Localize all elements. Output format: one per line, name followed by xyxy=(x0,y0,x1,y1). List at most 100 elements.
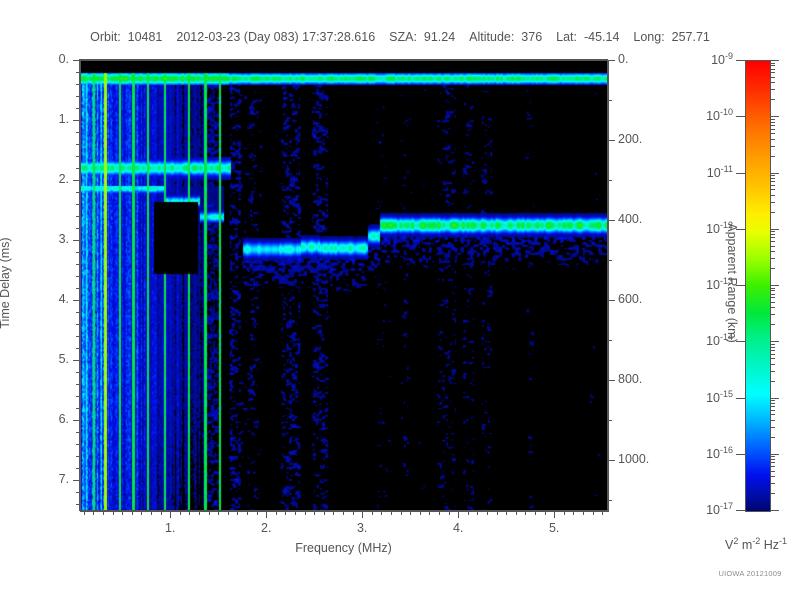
header-field: Altitude: 376 xyxy=(469,30,542,44)
x-axis-minor-tick xyxy=(228,511,229,515)
colorbar-minor-tick xyxy=(770,347,775,348)
colorbar-tick-label: 10-10 xyxy=(673,107,733,123)
colorbar-tick-label: 10-11 xyxy=(673,164,733,180)
y-axis-line xyxy=(79,59,80,511)
y-axis-minor-tick xyxy=(76,132,80,133)
y-axis-minor-tick xyxy=(76,372,80,373)
x-axis-minor-tick xyxy=(189,511,190,515)
x-axis-minor-tick xyxy=(525,511,526,515)
colorbar-tick-exponent: -16 xyxy=(719,444,733,455)
x-axis-minor-tick xyxy=(506,511,507,515)
y2-axis-tick-label: 600. xyxy=(618,292,643,307)
y-axis-major-tick xyxy=(73,480,80,481)
y-axis-major-tick xyxy=(73,60,80,61)
colorbar-tick-exponent: -9 xyxy=(724,51,733,61)
y-axis-minor-tick xyxy=(76,108,80,109)
x-axis-title: Frequency (MHz) xyxy=(295,541,392,555)
colorbar-tick-label: 10-14 xyxy=(673,332,733,348)
colorbar-minor-tick xyxy=(770,202,775,203)
colorbar-minor-tick xyxy=(770,99,775,100)
x-axis-minor-tick xyxy=(305,511,306,515)
y-axis-minor-tick xyxy=(76,216,80,217)
colorbar-units-label: V2 m-2 Hz-1 xyxy=(700,536,800,552)
y-axis-tick-label: 7. xyxy=(58,472,69,486)
colorbar-minor-tick xyxy=(770,354,775,355)
y-axis-minor-tick xyxy=(76,408,80,409)
header-field-label: SZA: xyxy=(389,30,424,44)
colorbar-units-exponent: -1 xyxy=(779,536,788,546)
colorbar-tick-exponent: -12 xyxy=(719,219,733,230)
x-axis-minor-tick xyxy=(516,511,517,515)
colorbar-minor-tick xyxy=(770,314,775,315)
y-axis-minor-tick xyxy=(76,168,80,169)
y2-axis-major-tick xyxy=(608,460,615,461)
x-axis-minor-tick xyxy=(372,511,373,515)
y-axis-minor-tick xyxy=(76,396,80,397)
y-axis-major-tick xyxy=(73,240,80,241)
colorbar-minor-tick xyxy=(770,63,775,64)
colorbar-minor-tick xyxy=(770,231,775,232)
colorbar-minor-tick xyxy=(770,427,775,428)
y-axis-minor-tick xyxy=(76,492,80,493)
colorbar-major-tick xyxy=(770,510,779,511)
x-axis-minor-tick xyxy=(333,511,334,515)
x-axis-minor-tick xyxy=(593,511,594,515)
colorbar-minor-tick xyxy=(770,437,775,438)
x-axis-minor-tick xyxy=(401,511,402,515)
x-axis-minor-tick xyxy=(545,511,546,515)
y-axis-minor-tick xyxy=(76,336,80,337)
colorbar-minor-tick xyxy=(770,344,775,345)
colorbar-minor-tick xyxy=(770,69,775,70)
x-axis-minor-tick xyxy=(602,511,603,515)
colorbar-minor-tick xyxy=(770,410,775,411)
header-field-value: -45.14 xyxy=(583,30,620,44)
y2-axis-tick-label: 800. xyxy=(618,372,643,387)
colorbar-minor-tick xyxy=(770,290,775,291)
x-axis-minor-tick xyxy=(429,511,430,515)
y-axis-minor-tick xyxy=(76,348,80,349)
colorbar-tick-exponent: -13 xyxy=(719,276,733,286)
x-axis-minor-tick xyxy=(113,511,114,515)
colorbar-major-tick xyxy=(736,341,745,342)
header-field: Long: 257.71 xyxy=(633,30,709,44)
colorbar-minor-tick xyxy=(770,139,775,140)
header-field-label: Altitude: xyxy=(469,30,522,44)
x-axis-minor-tick xyxy=(573,511,574,515)
colorbar-minor-tick xyxy=(770,241,775,242)
colorbar xyxy=(745,60,771,512)
y2-axis-minor-tick xyxy=(608,500,612,501)
colorbar-tick-exponent: -15 xyxy=(719,388,733,399)
colorbar-units-exponent: 2 xyxy=(733,536,739,546)
x-axis-minor-tick xyxy=(381,511,382,515)
x-axis-tick-label: 1. xyxy=(165,521,176,535)
x-axis-minor-tick xyxy=(199,511,200,515)
colorbar-minor-tick xyxy=(770,476,775,477)
y-axis-tick-label: 3. xyxy=(58,232,69,246)
y2-axis-tick-label: 200. xyxy=(618,132,643,147)
header-field: SZA: 91.24 xyxy=(389,30,455,44)
colorbar-tick-mantissa: 10 xyxy=(706,165,721,180)
x-axis-minor-tick xyxy=(285,511,286,515)
y-axis-tick-label: 2. xyxy=(58,172,69,186)
colorbar-tick-exponent: -10 xyxy=(719,107,733,118)
colorbar-minor-tick xyxy=(770,195,775,196)
header-field-value: 376 xyxy=(521,30,543,44)
colorbar-minor-tick xyxy=(770,471,775,472)
colorbar-tick-label: 10-12 xyxy=(673,220,733,236)
x-axis-minor-tick xyxy=(468,511,469,515)
x-axis-minor-tick xyxy=(314,511,315,515)
colorbar-minor-tick xyxy=(770,400,775,401)
colorbar-minor-tick xyxy=(770,89,775,90)
colorbar-minor-tick xyxy=(770,251,775,252)
colorbar-major-tick xyxy=(736,454,745,455)
x-axis-minor-tick xyxy=(353,511,354,515)
x-axis-minor-tick xyxy=(535,511,536,515)
colorbar-minor-tick xyxy=(770,268,775,269)
y-axis-tick-label: 5. xyxy=(58,352,69,366)
colorbar-minor-tick xyxy=(770,175,775,176)
y2-axis-minor-tick xyxy=(608,260,612,261)
y-axis-minor-tick xyxy=(76,144,80,145)
y-axis-minor-tick xyxy=(76,288,80,289)
colorbar-major-tick xyxy=(770,398,779,399)
y-axis-minor-tick xyxy=(76,468,80,469)
